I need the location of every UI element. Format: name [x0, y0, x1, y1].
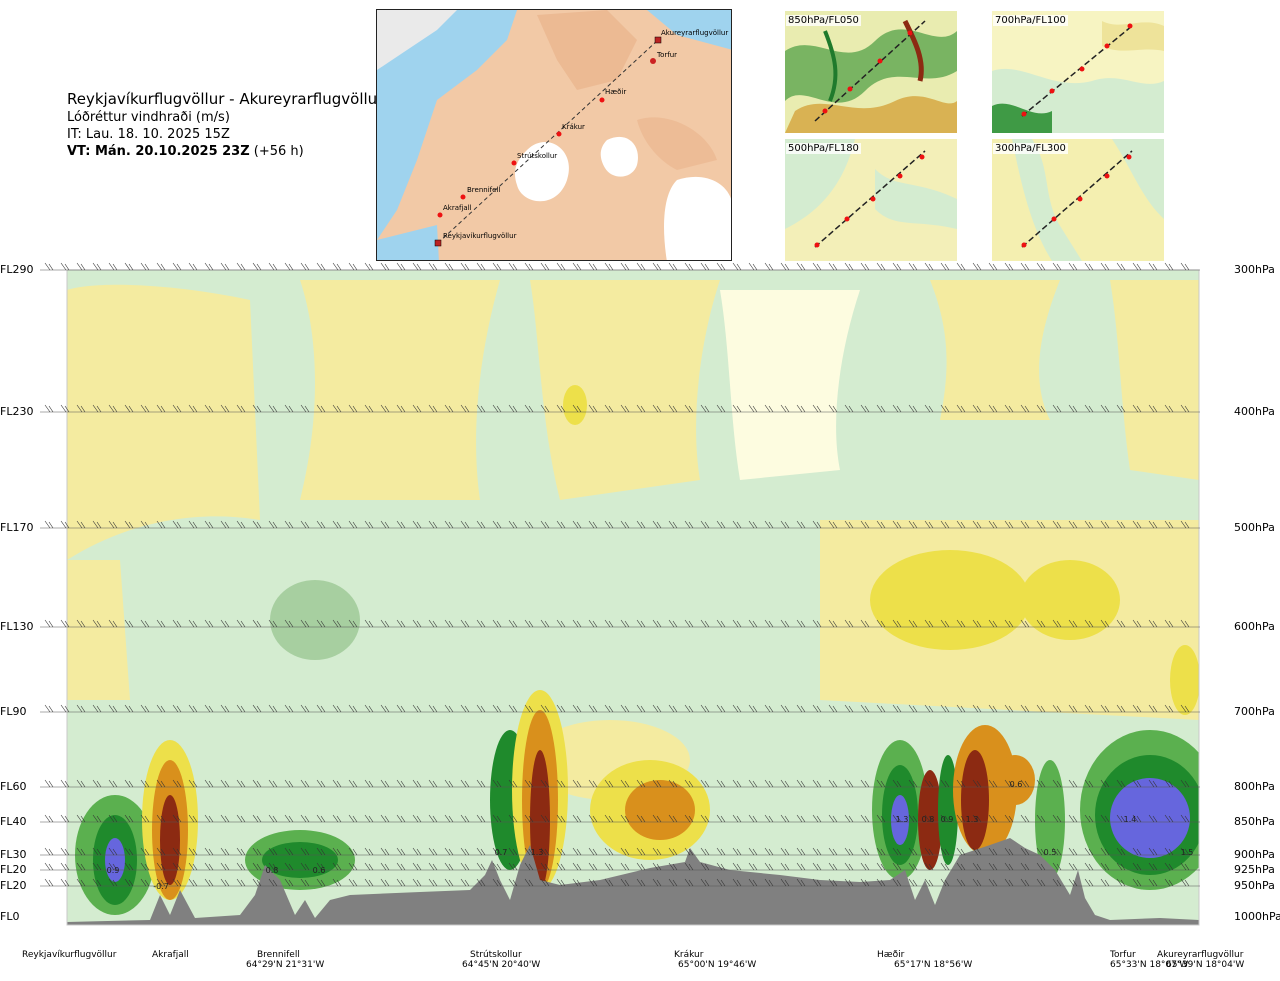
hpa-label-3: 600hPa: [1234, 620, 1275, 633]
thumbnail-700hpa[interactable]: 700hPa/FL100: [992, 11, 1164, 133]
value-label: 0.6: [313, 866, 326, 875]
terrain-profile: [67, 838, 1199, 925]
chart-header: Reykjavíkurflugvöllur - Akureyrarflugvöl…: [67, 90, 383, 160]
fl-label-4: FL90: [0, 705, 27, 718]
wind-barbs-950: [44, 878, 1190, 887]
hpa-label-2: 500hPa: [1234, 521, 1275, 534]
wind-barbs-300: [44, 262, 1190, 271]
station-4: Krákur 65°00'N 19°46'W: [674, 950, 757, 970]
wind-barbs-925: [44, 862, 1190, 871]
thumbnail-500hpa-label: 500hPa/FL180: [786, 143, 861, 154]
hpa-label-0: 300hPa: [1234, 263, 1275, 276]
hpa-label-4: 700hPa: [1234, 705, 1275, 718]
thumbnail-500hpa[interactable]: 500hPa/FL180: [785, 139, 957, 261]
hpa-label-5: 800hPa: [1234, 780, 1275, 793]
hpa-label-8: 925hPa: [1234, 863, 1275, 876]
station-5: Hæðir 65°17'N 18°56'W: [877, 950, 973, 970]
wind-barbs-600: [44, 619, 1190, 628]
value-label: 0.9: [941, 815, 954, 824]
thumbnail-300hpa-image: [992, 139, 1164, 261]
hpa-label-9: 950hPa: [1234, 879, 1275, 892]
value-label: 0.7: [495, 848, 508, 857]
hpa-label-10: 1000hPa: [1234, 910, 1280, 923]
fl-label-8: FL20: [0, 863, 27, 876]
fl-label-7: FL30: [0, 848, 27, 861]
wind-barbs-800: [44, 779, 1190, 788]
value-label: 1.3: [896, 815, 909, 824]
value-label: 0.6: [1010, 780, 1023, 789]
wind-barbs-700: [44, 704, 1190, 713]
route-map: Akureyrarflugvöllur Torfur Hæðir Krákur …: [376, 9, 732, 261]
thumbnail-300hpa[interactable]: 300hPa/FL300: [992, 139, 1164, 261]
wind-barbs-400: [44, 404, 1190, 413]
wind-barbs-900: [44, 847, 1190, 856]
wind-barbs-850: [44, 814, 1190, 823]
thumbnail-850hpa-image: [785, 11, 957, 133]
thumbnail-500hpa-image: [785, 139, 957, 261]
value-label: 1.3: [531, 848, 544, 857]
vertical-velocity-field: [67, 270, 1199, 925]
map-label-akrafjall: Akrafjall: [443, 204, 472, 212]
hpa-label-7: 900hPa: [1234, 848, 1275, 861]
map-label-akureyri: Akureyrarflugvöllur: [661, 29, 728, 37]
value-label: 1.4: [1124, 815, 1137, 824]
pressure-level-lines: [40, 262, 1200, 887]
map-label-krakur: Krákur: [562, 123, 585, 131]
station-1: Akrafjall: [152, 950, 189, 960]
value-label: 1.5: [1181, 848, 1194, 857]
route-title: Reykjavíkurflugvöllur - Akureyrarflugvöl…: [67, 90, 384, 108]
value-label: -0.7: [153, 882, 169, 891]
fl-label-6: FL40: [0, 815, 27, 828]
station-0: Reykjavíkurflugvöllur: [22, 950, 117, 960]
map-label-torfur: Torfur: [656, 51, 677, 59]
fl-label-5: FL60: [0, 780, 27, 793]
fl-label-0: FL290: [0, 263, 34, 276]
map-label-haedir: Hæðir: [605, 88, 626, 96]
thumbnail-850hpa-label: 850hPa/FL050: [786, 15, 861, 26]
map-label-strutskollur: Strútskollur: [517, 152, 557, 160]
value-label: 0.9: [107, 866, 120, 875]
fl-label-9: FL20: [0, 879, 27, 892]
fl-label-10: FL0: [0, 910, 20, 923]
station-6: Torfur 65°33'N 18°07'W: [1110, 950, 1189, 970]
thumbnail-850hpa[interactable]: 850hPa/FL050: [785, 11, 957, 133]
value-label: 0.8: [922, 815, 935, 824]
fl-label-1: FL230: [0, 405, 34, 418]
thumbnail-700hpa-image: [992, 11, 1164, 133]
init-time: IT: Lau. 18. 10. 2025 15Z: [67, 127, 230, 142]
valid-time: VT: Mán. 20.10.2025 23Z (+56 h): [67, 144, 304, 159]
fl-label-2: FL170: [0, 521, 34, 534]
hpa-label-1: 400hPa: [1234, 405, 1275, 418]
thumbnail-300hpa-label: 300hPa/FL300: [993, 143, 1068, 154]
route-map-image: Akureyrarflugvöllur Torfur Hæðir Krákur …: [377, 10, 731, 260]
station-2: Brennifell 64°29'N 21°31'W: [246, 950, 325, 970]
value-label: 0.8: [266, 866, 279, 875]
station-7: Akureyrarflugvöllur 65°39'N 18°04'W: [1157, 950, 1245, 970]
value-label: 1.3: [966, 815, 979, 824]
map-label-brennifell: Brennifell: [467, 186, 500, 194]
map-label-reykjavik: Reykjavíkurflugvöllur: [443, 232, 517, 240]
variable-label: Lóðréttur vindhraði (m/s): [67, 110, 230, 125]
hpa-label-6: 850hPa: [1234, 815, 1275, 828]
value-label: 0.5: [1044, 848, 1057, 857]
station-3: Strútskollur 64°45'N 20°40'W: [462, 950, 541, 970]
thumbnail-700hpa-label: 700hPa/FL100: [993, 15, 1068, 26]
wind-barbs-500: [44, 520, 1190, 529]
value-labels: 0.9 -0.7 0.8 0.6 0.7 1.3 1.3 0.8 0.9 1.3 0.6 0.5 1.4…: [107, 780, 1194, 891]
fl-label-3: FL130: [0, 620, 34, 633]
